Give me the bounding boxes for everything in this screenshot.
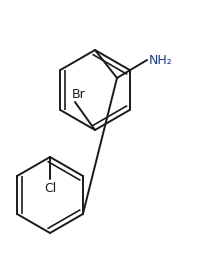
Text: NH₂: NH₂ <box>149 54 173 67</box>
Text: Br: Br <box>72 88 86 100</box>
Text: Cl: Cl <box>44 183 56 196</box>
